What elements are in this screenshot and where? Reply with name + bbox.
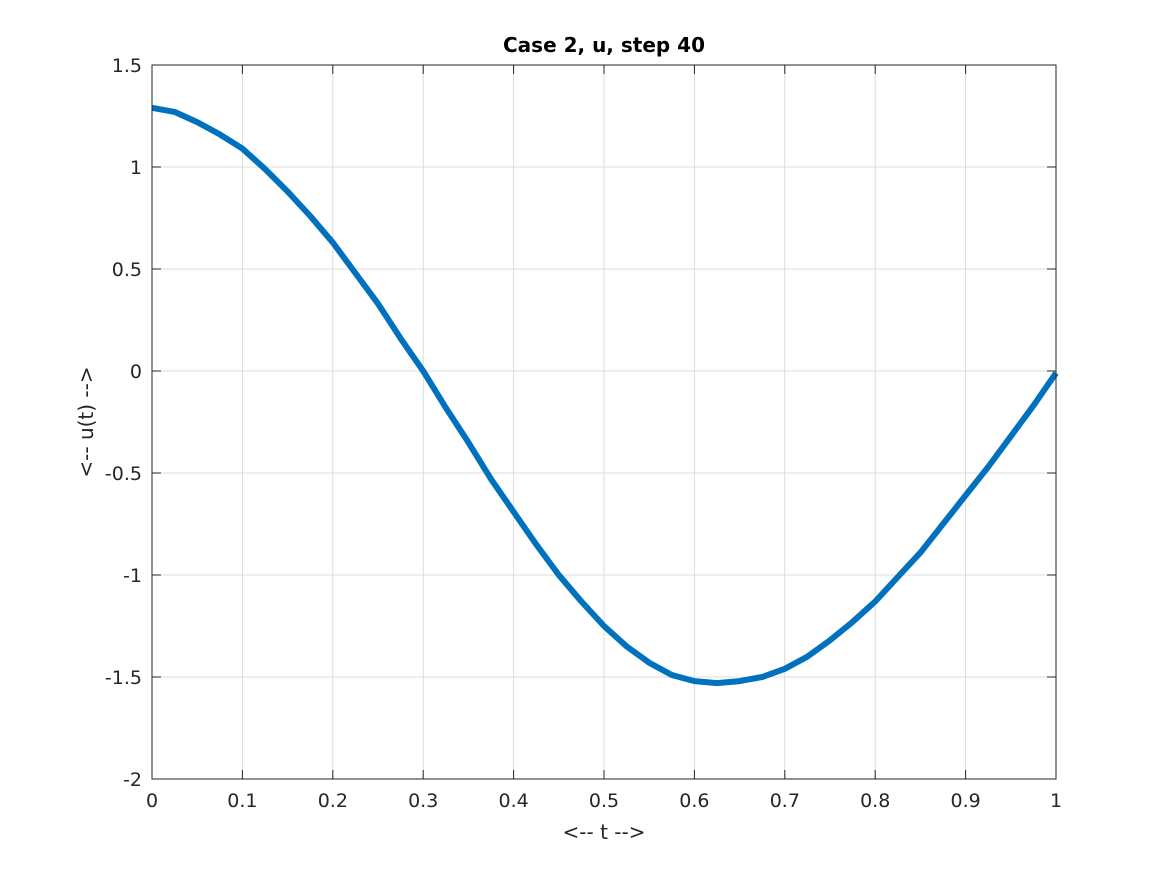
x-tick-label: 0: [146, 790, 158, 812]
x-tick-label: 0.7: [770, 790, 800, 812]
y-tick-label: 1.5: [112, 55, 142, 77]
y-tick-label: -1.5: [105, 667, 142, 689]
y-tick-label: -1: [123, 565, 142, 587]
series-layer: [151, 104, 1059, 687]
x-tick-label: 0.3: [408, 790, 438, 812]
x-tick-label: 0.9: [950, 790, 980, 812]
x-tick-label: 1: [1050, 790, 1062, 812]
x-axis-label: <-- t -->: [563, 820, 646, 844]
x-tick-labels: 0 0.1 0.2 0.3 0.4 0.5 0.6 0.7 0.8 0.9 1: [146, 790, 1062, 812]
y-axis-label: <-- u(t) -->: [74, 366, 98, 477]
ticks: [151, 64, 1057, 780]
chart-title: Case 2, u, step 40: [503, 33, 705, 57]
x-tick-label: 0.6: [679, 790, 709, 812]
y-tick-label: -2: [123, 769, 142, 791]
grid: [152, 65, 1056, 779]
y-tick-label: 0.5: [112, 259, 142, 281]
y-tick-label: 0: [130, 361, 142, 383]
y-tick-label: -0.5: [105, 463, 142, 485]
y-tick-label: 1: [130, 157, 142, 179]
x-tick-label: 0.5: [589, 790, 619, 812]
series-line: [151, 104, 1059, 687]
x-tick-label: 0.2: [318, 790, 348, 812]
x-tick-label: 0.4: [498, 790, 528, 812]
y-tick-labels: -2 -1.5 -1 -0.5 0 0.5 1 1.5: [105, 55, 142, 791]
x-tick-label: 0.1: [227, 790, 257, 812]
x-tick-label: 0.8: [860, 790, 890, 812]
